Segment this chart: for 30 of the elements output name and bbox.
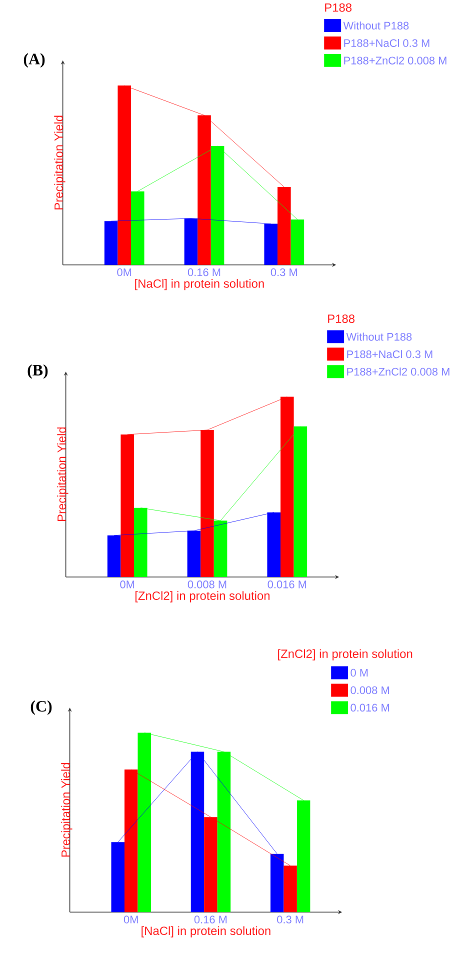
- x-tick-label: 0.016 M: [268, 580, 306, 588]
- y-axis-title: Precipitation Yield: [54, 116, 66, 210]
- x-tick-label: 0.3 M: [277, 916, 304, 924]
- y-axis-title: Precipitation Yield: [57, 427, 68, 521]
- chart-title: (B): [28, 364, 48, 379]
- x-tick-label: 0M: [117, 268, 132, 276]
- legend-label: 0.016 M: [350, 704, 390, 712]
- x-tick-label: 0.3 M: [271, 268, 298, 276]
- legend-label: Without P188: [343, 21, 409, 30]
- legend-title: [ZnCl2] in protein solution: [278, 649, 412, 660]
- x-axis-title: [ZnCl2] in protein solution: [136, 591, 270, 602]
- x-axis-title: [NaCl] in protein solution: [142, 926, 270, 938]
- x-axis-title: [NaCl] in protein solution: [135, 279, 264, 290]
- chart-title: (A): [24, 53, 45, 68]
- x-tick-label: 0.16 M: [188, 268, 220, 276]
- x-tick-label: 0.16 M: [194, 916, 227, 924]
- legend-label: P188+NaCl 0.3 M: [347, 350, 432, 358]
- legend-title: P188: [328, 314, 355, 323]
- legend-label: 0 M: [350, 668, 368, 677]
- x-tick-label: 0M: [124, 916, 138, 924]
- x-tick-label: 0.008 M: [188, 580, 226, 588]
- legend-label: 0.008 M: [350, 686, 390, 694]
- chart-title: (C): [31, 700, 52, 715]
- legend-title: P188: [325, 3, 352, 12]
- legend-label: P188+ZnCl2 0.008 M: [344, 56, 446, 64]
- legend-label: Without P188: [346, 332, 412, 341]
- legend-label: P188+ZnCl2 0.008 M: [347, 368, 450, 376]
- x-tick-label: 0M: [120, 580, 134, 588]
- y-axis-title: Precipitation Yield: [61, 763, 72, 857]
- legend-label: P188+NaCl 0.3 M: [344, 38, 430, 47]
